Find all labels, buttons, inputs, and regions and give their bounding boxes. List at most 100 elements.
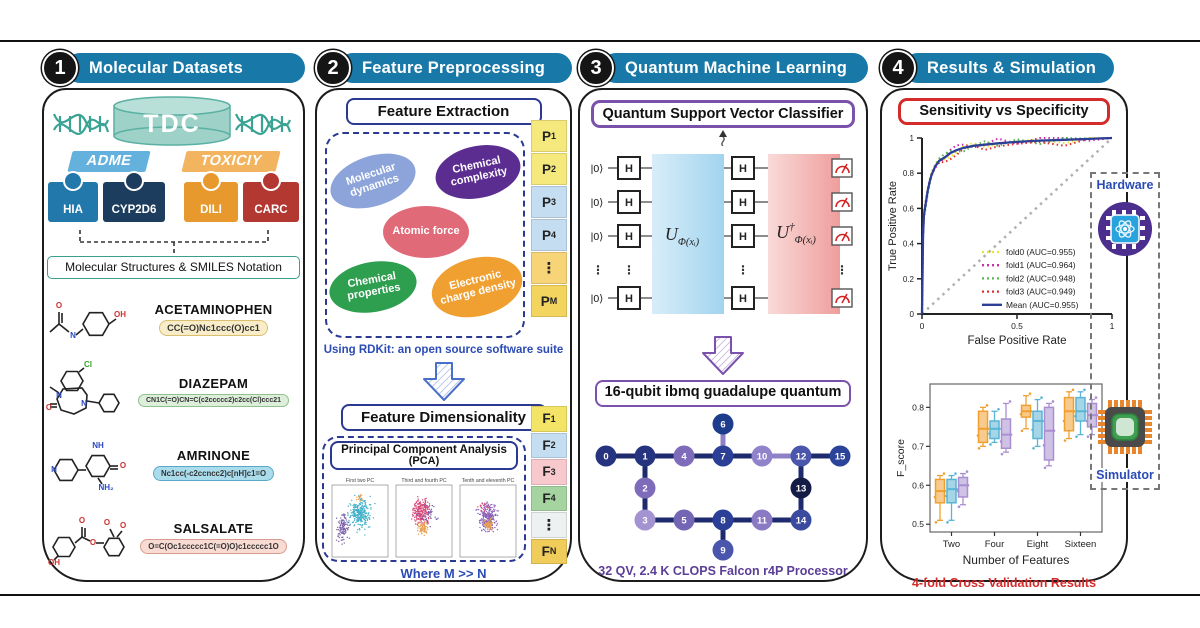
vector-sub: N [549, 546, 557, 557]
panel2-title: Feature Preprocessing [338, 53, 572, 83]
qubit-node-13 [790, 477, 812, 499]
svg-text:True Positive Rate: True Positive Rate [887, 181, 899, 271]
molecule-info: AMRINONE Nc1cc(-c2ccncc2)c[nH]c1=O [126, 448, 301, 481]
svg-text:H: H [739, 197, 747, 209]
svg-text:Cl: Cl [84, 361, 92, 369]
svg-text:2: 2 [642, 484, 647, 495]
pca-mini-scatter: Tenth and eleventh PC [459, 478, 517, 558]
panel3-body: Quantum Support Vector Classifier |0⟩ H H |… [578, 88, 868, 582]
svg-text:14: 14 [796, 516, 807, 527]
dataset-label: CARC [254, 204, 288, 216]
step-3-badge: 3 [578, 50, 614, 86]
svg-text:|0⟩: |0⟩ [591, 231, 604, 243]
panel1-title: Molecular Datasets [65, 53, 305, 83]
svg-text:N: N [51, 465, 57, 474]
molecule-name: AMRINONE [176, 448, 251, 463]
squiggle-arrow-icon [719, 130, 727, 146]
feature-extraction-box: Feature Extraction [345, 98, 542, 125]
bubble-2: Atomic force [383, 206, 469, 258]
qubit-node-1 [634, 445, 656, 467]
qubit-node-7 [712, 445, 734, 467]
svg-text:fold1 (AUC=0.964): fold1 (AUC=0.964) [1006, 260, 1076, 270]
molecule-structure: OH O O O OH [48, 516, 126, 567]
svg-text:0: 0 [603, 452, 608, 463]
panel-results-simulation: 4 Results & Simulation Sensitivity vs Sp… [880, 50, 1128, 590]
qubit-node-14 [790, 509, 812, 531]
svg-text:Tenth and eleventh PC: Tenth and eleventh PC [462, 478, 515, 484]
cross-validation-caption: 4-fold Cross Validation Results [911, 576, 1097, 590]
qubit-node-9 [712, 539, 734, 561]
svg-text:0.4: 0.4 [903, 240, 915, 249]
qubit-node-2 [634, 477, 656, 499]
molecule-name: DIAZEPAM [178, 376, 249, 391]
vector-base: F [542, 490, 551, 506]
dataset-label: CYP2D6 [111, 204, 157, 216]
bubble-0: Molecular dynamics [323, 143, 423, 219]
svg-text:fold2 (AUC=0.948): fold2 (AUC=0.948) [1006, 273, 1076, 283]
dataset-box-dili: DILI [184, 173, 238, 222]
rdkit-note: Using RDKit: an open source software sui… [323, 344, 564, 356]
step-4-badge: 4 [880, 50, 916, 86]
step-1-badge: 1 [42, 50, 78, 86]
svg-text:Third and fourth PC: Third and fourth PC [401, 478, 447, 484]
panel3-header: 3 Quantum Machine Learning [578, 50, 868, 86]
molecule-row: Cl N N O DIAZEPAM CN1C(=O)CN=C(c2ccccc2)c2cc(… [46, 355, 301, 428]
simulator-chip-icon [1098, 400, 1152, 454]
dataset-box-cyp2d6: CYP2D6 [103, 173, 165, 222]
vector-sub: M [549, 296, 558, 306]
simulator-label: Simulator [1092, 468, 1158, 482]
qubit-node-5 [673, 509, 695, 531]
svg-text:⋮: ⋮ [592, 263, 604, 277]
svg-text:N: N [56, 391, 62, 400]
svg-text:H: H [739, 231, 747, 243]
molecule-structure: O N OH [49, 301, 126, 340]
dataset-boxes: HIA CYP2D6 DILI CARC [48, 173, 299, 222]
svg-text:N: N [70, 331, 76, 340]
molecule-smiles: Nc1cc(-c2ccncc2)c[nH]c1=O [152, 466, 275, 481]
vector-sub: 2 [551, 164, 557, 174]
vector-base: F [542, 464, 551, 480]
descriptor-bubbles-box: Molecular dynamics Chemical complexity Ato… [323, 132, 529, 338]
svg-text:0.7: 0.7 [912, 441, 924, 451]
panel4-header: 4 Results & Simulation [880, 50, 1128, 86]
molecule-list: O N OH ACETAMINOPHEN CC(=O)Nc1ccc(O)cc1 Cl N N O… [46, 282, 301, 576]
fscore-boxplot-chart: 0.5 0.6 0.7 0.8 F_score Two Four Eight Sixteen Nu… [895, 383, 1103, 567]
vector-sub: 2 [550, 440, 556, 451]
svg-text:O: O [46, 403, 52, 412]
svg-text:Two: Two [943, 539, 960, 550]
molecule-smiles: CN1C(=O)CN=C(c2ccccc2)c2cc(Cl)ccc21 [137, 394, 289, 407]
panel-molecular-datasets: 1 Molecular Datasets TDC ADME TOXICIY HI… [42, 50, 305, 582]
roc-title-box: Sensitivity vs Specificity [898, 98, 1110, 125]
svg-text:fold3 (AUC=0.949): fold3 (AUC=0.949) [1006, 287, 1076, 297]
pca-title-box: Principal Component Analysis (PCA) [330, 441, 518, 470]
pca-scatter-row: First two PC Third and fourth PC Tenth and… [324, 476, 524, 560]
p-vector-column: P 1 P 2 P 3 P 4 ⋮ P M [531, 120, 567, 318]
vector-sub: 1 [551, 131, 557, 141]
svg-text:0.6: 0.6 [912, 480, 924, 490]
molecule-name: ACETAMINOPHEN [154, 301, 273, 317]
svg-text:⋮: ⋮ [623, 263, 635, 277]
panel3-title: Quantum Machine Learning [601, 53, 868, 83]
molecule-name: SALSALATE [173, 521, 254, 536]
molecule-info: SALSALATE O=C(Oc1ccccc1C(=O)O)c1ccccc1O [126, 521, 301, 554]
qubit-node-15 [829, 445, 851, 467]
tdc-database-graphic: TDC [52, 96, 292, 146]
svg-text:0.8: 0.8 [912, 402, 924, 412]
pca-box: Principal Component Analysis (PCA) First… [322, 436, 526, 562]
svg-text:NH₂: NH₂ [98, 483, 114, 492]
svg-text:F_score: F_score [895, 439, 907, 477]
svg-text:9: 9 [720, 546, 725, 557]
svg-text:Four: Four [985, 539, 1005, 550]
svg-text:Mean (AUC=0.955): Mean (AUC=0.955) [1006, 300, 1079, 310]
vector-base: F [542, 437, 551, 453]
hardware-simulator-box: Hardware Simulator [1090, 172, 1160, 490]
qsvc-title-box: Quantum Support Vector Classifier [591, 100, 855, 128]
svg-text:Number of Features: Number of Features [963, 553, 1070, 567]
